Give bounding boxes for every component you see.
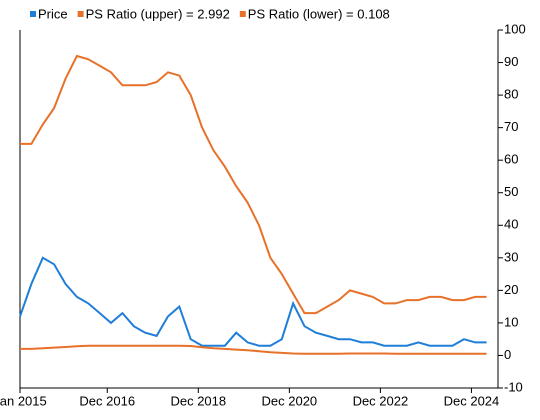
x-tick-label: Dec 2022	[353, 393, 409, 408]
x-tick-label: Jan 2015	[0, 393, 47, 408]
y-tick-label: 40	[504, 217, 518, 232]
y-tick-label: 20	[504, 282, 518, 297]
legend-swatch	[239, 11, 246, 17]
y-tick-label: 70	[504, 119, 518, 134]
legend-swatch	[77, 11, 84, 17]
y-tick-label: 0	[504, 347, 511, 362]
y-tick-label: 10	[504, 314, 518, 329]
x-tick-label: Dec 2024	[444, 393, 500, 408]
y-tick-label: 60	[504, 152, 518, 167]
series-line	[20, 54, 487, 315]
legend-swatch	[30, 11, 36, 17]
y-tick-label: 50	[504, 184, 518, 199]
legend-label: PS Ratio (lower) = 0.108	[248, 6, 390, 21]
series-line	[20, 344, 487, 355]
x-tick-label: Dec 2018	[170, 393, 226, 408]
x-tick-label: Dec 2016	[79, 393, 135, 408]
y-tick-label: 90	[504, 54, 518, 69]
legend-label: Price	[38, 6, 68, 21]
legend-label: PS Ratio (upper) = 2.992	[86, 6, 230, 21]
y-tick-label: 80	[504, 87, 518, 102]
y-tick-label: 100	[504, 21, 526, 36]
y-tick-label: 30	[504, 249, 518, 264]
y-tick-label: -10	[504, 379, 523, 394]
x-tick-label: Dec 2020	[262, 393, 318, 408]
series-line	[19, 256, 487, 347]
